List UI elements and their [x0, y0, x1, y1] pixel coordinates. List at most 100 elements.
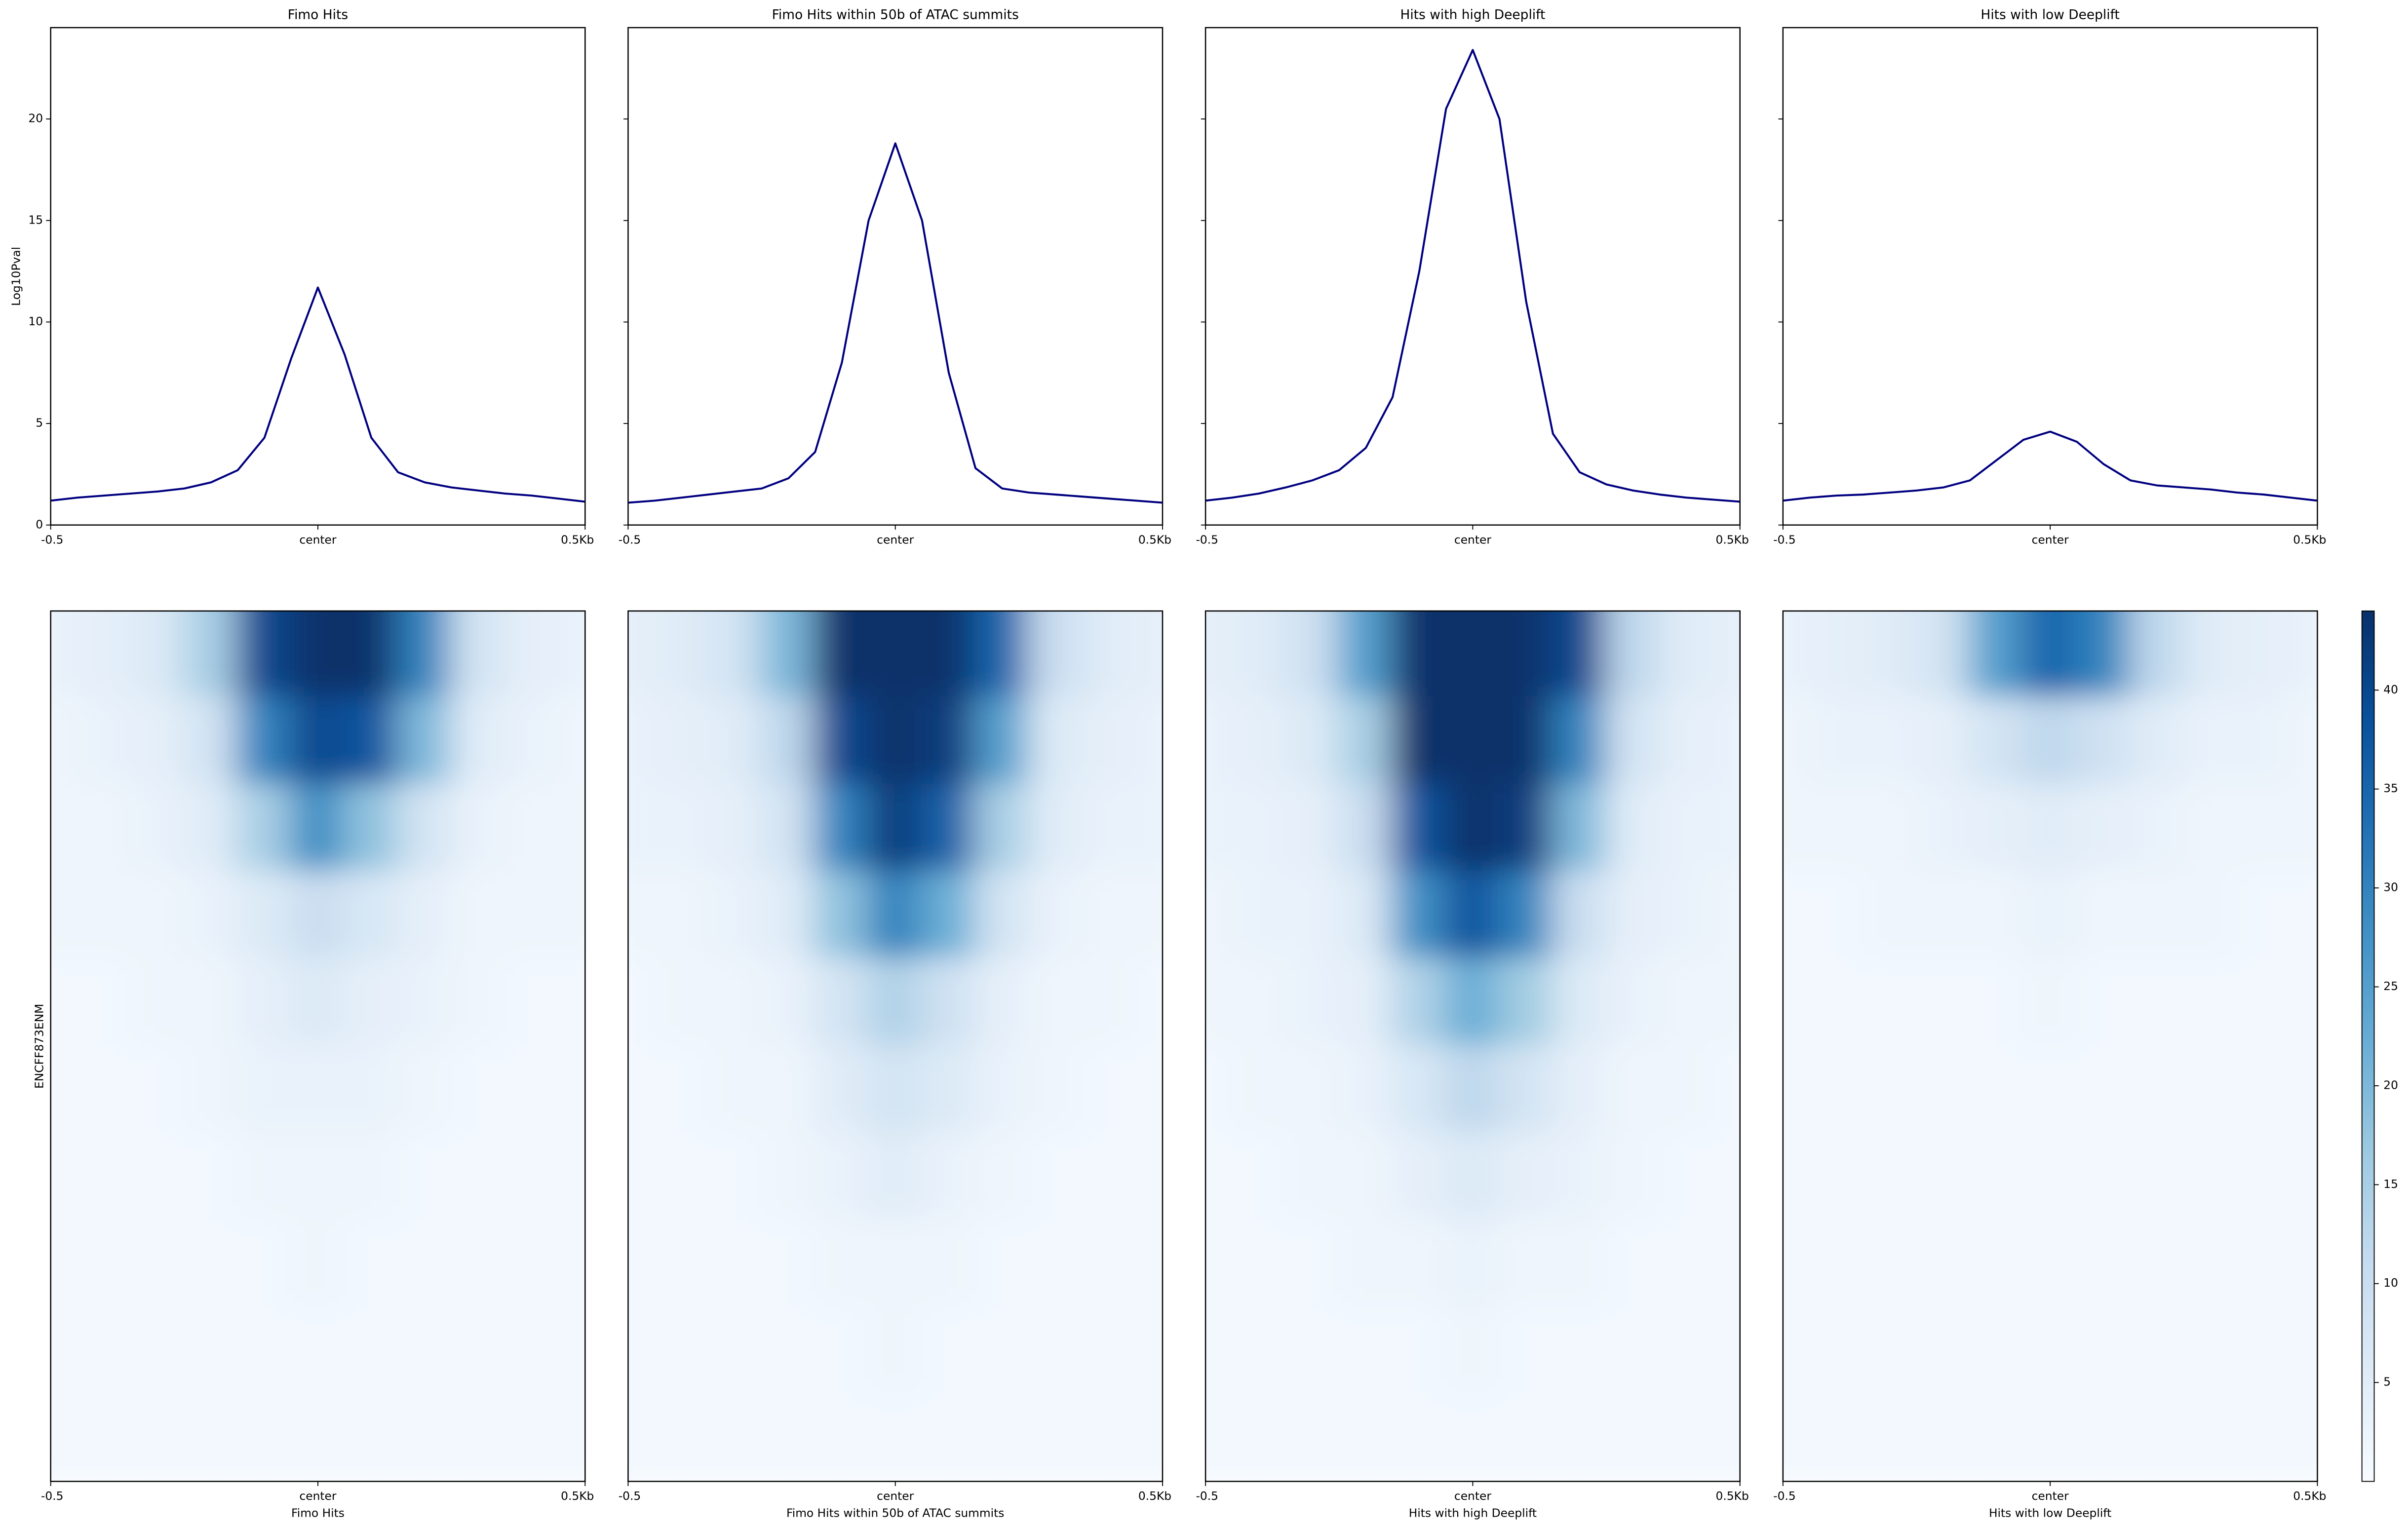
plot-frame — [1782, 610, 2318, 1482]
heatmap-cell — [706, 870, 764, 961]
heatmap-cell — [1783, 1132, 1812, 1222]
heatmap-cell — [396, 783, 453, 874]
heatmap-cell — [396, 611, 453, 700]
heatmap-cell — [2021, 957, 2079, 1048]
heatmap-cell — [1658, 1305, 1715, 1396]
heatmap-cell — [343, 1305, 400, 1396]
heatmap-cell — [50, 611, 79, 700]
heatmap-cell — [343, 957, 400, 1048]
heatmap-cell — [653, 696, 710, 787]
colorbar-tick-label: 20 — [2383, 1078, 2398, 1092]
colorbar-tick-label: 35 — [2383, 781, 2398, 795]
heatmap-cell — [1862, 696, 1918, 787]
heatmap-cell — [1968, 696, 2025, 787]
heatmap-cell — [1284, 783, 1341, 874]
heatmap-cell — [1337, 611, 1395, 700]
heatmap-cell — [1711, 696, 1740, 787]
heatmap-cell — [1604, 1044, 1662, 1135]
heatmap-cell — [1711, 870, 1740, 961]
heatmap-cell — [50, 1044, 79, 1135]
heatmap-cell — [2182, 870, 2239, 961]
heatmap-cell — [1337, 870, 1395, 961]
heatmap-cell — [973, 1219, 1031, 1309]
heatmap-cell — [50, 1219, 79, 1309]
heatmap-cell — [814, 870, 870, 961]
heatmap-cell — [2075, 1219, 2132, 1309]
heatmap-cells — [628, 611, 1163, 1482]
heatmap-cells — [1783, 611, 2318, 1482]
heatmap-cell — [1337, 957, 1395, 1048]
heatmap-cell — [760, 1305, 817, 1396]
heatmap-cell — [2075, 957, 2132, 1048]
heatmap-cell — [1391, 611, 1448, 700]
heatmap-cell — [1391, 1132, 1448, 1222]
heatmap-cell — [2129, 611, 2185, 700]
heatmap-cell — [1081, 696, 1137, 787]
heatmap-cell — [1915, 1219, 1972, 1309]
heatmap-cell — [1027, 696, 1084, 787]
heatmap-cell — [760, 1132, 817, 1222]
heatmap-cell — [50, 1305, 79, 1396]
heatmap-cell — [557, 870, 585, 961]
heatmap-cell — [1134, 783, 1163, 874]
heatmap-cell — [1284, 1132, 1341, 1222]
heatmap-cell — [1862, 1044, 1918, 1135]
heatmap-blur — [1783, 611, 2318, 1482]
heatmap-cell — [814, 696, 870, 787]
heatmap-cell — [1915, 1305, 1972, 1396]
heatmap-cell — [396, 1219, 453, 1309]
heatmap-cell — [1027, 870, 1084, 961]
x-tick-label: 0.5Kb — [561, 1489, 594, 1503]
heatmap-cell — [1231, 957, 1287, 1048]
x-tick-label: 0.5Kb — [561, 533, 594, 546]
heatmap-cell — [1498, 696, 1554, 787]
heatmap-cell — [1391, 696, 1448, 787]
heatmap-cell — [2129, 870, 2185, 961]
heatmap-cell — [1081, 957, 1137, 1048]
heatmap-cell — [50, 1393, 79, 1482]
heatmap-cell — [814, 1132, 870, 1222]
heatmap-cell — [2235, 1044, 2292, 1135]
heatmap-cell — [1915, 696, 1972, 787]
heatmap-cell — [2235, 696, 2292, 787]
heatmap-cell — [503, 611, 560, 700]
heatmap-cell — [1231, 1219, 1287, 1309]
colorbar-tick-label: 5 — [2383, 1375, 2391, 1389]
heatmap-cell — [2075, 1305, 2132, 1396]
heatmap-cell — [1915, 611, 1972, 700]
heatmap-cell — [396, 1393, 453, 1482]
heatmap-cell — [1551, 1305, 1608, 1396]
x-axis-label: Hits with high Deeplift — [1409, 1506, 1537, 1520]
heatmap-cell — [50, 957, 79, 1048]
heatmap-cell — [2289, 1044, 2318, 1135]
heatmap-cell — [628, 1044, 657, 1135]
heatmap-cell — [50, 783, 79, 874]
heatmap-cell — [1134, 957, 1163, 1048]
heatmap-cell — [1027, 957, 1084, 1048]
heatmap-cell — [1551, 611, 1608, 700]
heatmap-cell — [1391, 1044, 1448, 1135]
heatmap-cell — [76, 1044, 133, 1135]
heatmap-cell — [2182, 696, 2239, 787]
heatmap-cell — [1783, 870, 1812, 961]
heatmap-cell — [1604, 611, 1662, 700]
heatmap-cell — [1658, 783, 1715, 874]
x-tick-label: center — [2032, 533, 2069, 546]
heatmap-cell — [1862, 1132, 1918, 1222]
heatmap-cell — [1711, 1044, 1740, 1135]
heatmap-blur — [50, 611, 585, 1482]
heatmap-cell — [2182, 1393, 2239, 1482]
heatmap-cell — [343, 870, 400, 961]
colorbar-tick-label: 25 — [2383, 979, 2398, 993]
heatmap-cell — [1658, 1132, 1715, 1222]
heatmap-cell — [236, 1393, 293, 1482]
heatmap-cell — [628, 1305, 657, 1396]
heatmap-cell — [236, 783, 293, 874]
heatmap-cell — [867, 1305, 924, 1396]
heatmap-cell — [129, 870, 186, 961]
heatmap-cell — [1231, 1132, 1287, 1222]
heatmap-cell — [653, 957, 710, 1048]
heatmap-cell — [557, 696, 585, 787]
heatmap-cell — [2021, 1305, 2079, 1396]
